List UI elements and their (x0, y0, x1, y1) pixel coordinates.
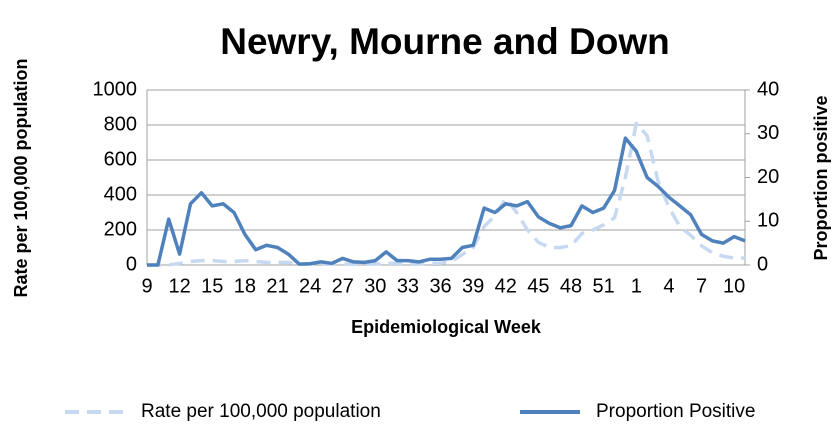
y2-tick-label: 10 (757, 210, 779, 232)
x-tick-label: 45 (527, 275, 549, 297)
y-tick-label: 1000 (93, 78, 138, 100)
x-tick-label: 42 (495, 275, 517, 297)
x-tick-label: 18 (234, 275, 256, 297)
y-tick-label: 400 (104, 183, 137, 205)
chart-title: Newry, Mourne and Down (220, 21, 670, 62)
x-tick-label: 4 (663, 275, 674, 297)
x-tick-label: 9 (141, 275, 152, 297)
x-tick-label: 39 (462, 275, 484, 297)
x-tick-label: 24 (299, 275, 321, 297)
x-tick-label: 30 (364, 275, 386, 297)
x-tick-label: 7 (696, 275, 707, 297)
series-line (147, 121, 745, 267)
y2-tick-label: 0 (757, 253, 768, 275)
x-tick-label: 21 (266, 275, 288, 297)
x-axis-title: Epidemiological Week (351, 317, 542, 337)
x-tick-label: 27 (332, 275, 354, 297)
legend-label: Rate per 100,000 population (141, 401, 381, 422)
y2-tick-label: 40 (757, 78, 779, 100)
y-tick-label: 800 (104, 113, 137, 135)
y2-axis-title: Proportion positive (811, 95, 831, 260)
x-tick-label: 33 (397, 275, 419, 297)
x-tick-label: 48 (560, 275, 582, 297)
y-tick-label: 600 (104, 148, 137, 170)
y2-tick-label: 20 (757, 166, 779, 188)
y-tick-label: 200 (104, 218, 137, 240)
series-line (147, 136, 746, 267)
y-tick-label: 0 (126, 253, 137, 275)
x-tick-label: 36 (429, 275, 451, 297)
x-tick-label: 15 (201, 275, 223, 297)
x-tick-label: 10 (723, 275, 745, 297)
y2-tick-label: 30 (757, 122, 779, 144)
x-tick-label: 1 (631, 275, 642, 297)
x-tick-label: 51 (593, 275, 615, 297)
y-axis-title: Rate per 100,000 population (11, 58, 31, 297)
x-tick-label: 12 (168, 275, 190, 297)
legend-label: Proportion Positive (596, 401, 755, 422)
